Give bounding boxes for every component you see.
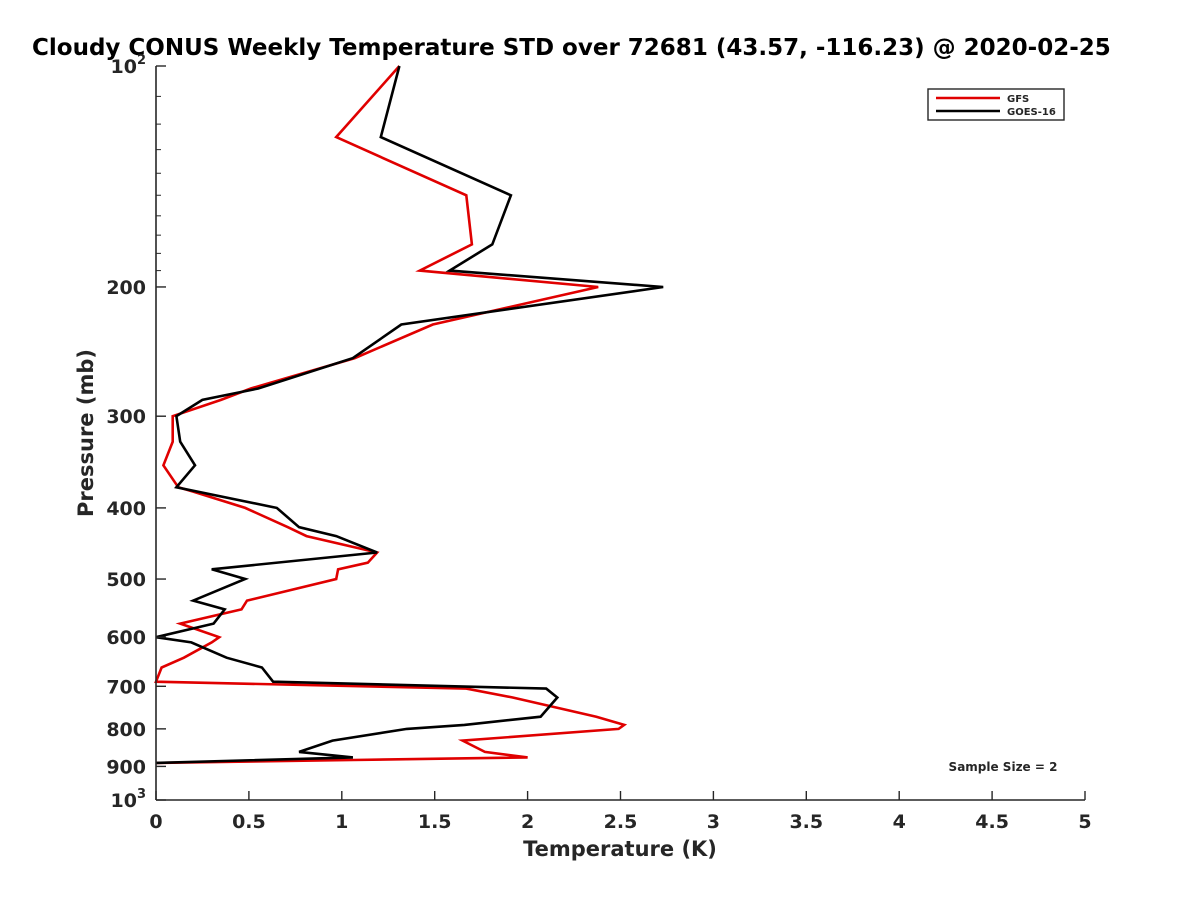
y-tick-label: 800	[106, 719, 146, 741]
x-tick-label: 2	[521, 811, 534, 833]
x-tick-label: 1.5	[418, 811, 452, 833]
x-tick-label: 3.5	[789, 811, 823, 833]
chart-title: Cloudy CONUS Weekly Temperature STD over…	[32, 35, 1111, 61]
legend-box	[927, 88, 1065, 121]
x-tick-label: 0	[149, 811, 162, 833]
y-tick-label: 400	[106, 498, 146, 520]
legend: GFS GOES-16	[927, 88, 1065, 121]
x-tick-label: 1	[335, 811, 348, 833]
y-tick-label: 600	[106, 627, 146, 649]
legend-label: GOES-16	[1007, 107, 1056, 118]
x-tick-label: 3	[707, 811, 720, 833]
series-line-goes-16	[155, 65, 664, 765]
x-tick-label: 0.5	[232, 811, 266, 833]
y-tick-label: 200	[106, 277, 146, 299]
y-tick-label: 300	[106, 406, 146, 428]
x-tick-label: 4	[893, 811, 906, 833]
y-tick-label: 102	[111, 53, 147, 78]
x-tick-label: 4.5	[975, 811, 1009, 833]
legend-label: GFS	[1007, 94, 1029, 105]
x-axis-label: Temperature (K)	[523, 837, 717, 861]
y-tick-label: 500	[106, 569, 146, 591]
sample-size-annotation: Sample Size = 2	[949, 760, 1058, 774]
y-tick-label: 700	[106, 676, 146, 698]
x-tick-label: 5	[1078, 811, 1091, 833]
y-tick-label: 103	[111, 787, 147, 812]
y-axis-label: Pressure (mb)	[74, 349, 98, 517]
y-tick-label: 900	[106, 756, 146, 778]
series-line-gfs	[154, 65, 628, 765]
x-tick-label: 2.5	[604, 811, 638, 833]
